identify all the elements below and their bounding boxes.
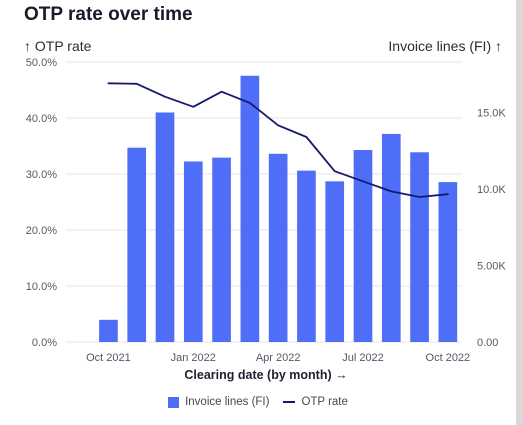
y-left-tick-label: 50.0% [26, 57, 57, 69]
legend-line-swatch [283, 401, 296, 403]
y-right-tick-label: 15.0K [477, 107, 506, 119]
invoice-lines-bar[interactable] [268, 153, 288, 342]
x-axis-title: Clearing date (by month) → [184, 368, 347, 382]
invoice-lines-bar[interactable] [99, 319, 118, 342]
legend-label-bars: Invoice lines (FI) [185, 396, 270, 408]
legend-item-line[interactable]: OTP rate [283, 396, 348, 408]
chart-plot: 0.0% 10.0% 20.0% 30.0% 40.0% 50.0% 0.00 5.00K 1… [26, 57, 507, 382]
y-right-tick-label: 10.0K [477, 184, 506, 196]
y-left-tick-label: 30.0% [26, 169, 57, 181]
invoice-lines-bar[interactable] [438, 182, 458, 342]
x-tick-label: Oct 2022 [426, 352, 471, 364]
y-right-tick-label: 5.00K [477, 260, 506, 272]
y-left-tick-label: 10.0% [26, 281, 57, 293]
invoice-lines-bar[interactable] [381, 133, 401, 342]
x-tick-label: Jul 2022 [342, 352, 384, 364]
otp-rate-line [107, 82, 449, 198]
legend-item-bars[interactable]: Invoice lines (FI) [168, 396, 269, 408]
y-left-tick-label: 20.0% [26, 225, 57, 237]
y-left-tick-label: 0.0% [32, 337, 57, 349]
invoice-lines-bar[interactable] [325, 181, 345, 342]
invoice-lines-bar[interactable] [410, 152, 429, 342]
x-ticks: Oct 2021 Jan 2022 Apr 2022 Jul 2022 Oct 2022 [86, 352, 470, 364]
right-axis-title: Invoice lines (FI) ↑ [388, 38, 502, 54]
grid-lines [66, 61, 462, 343]
legend: Invoice lines (FI) OTP rate [0, 396, 516, 408]
invoice-lines-bar[interactable] [297, 170, 316, 342]
invoice-lines-bar[interactable] [155, 112, 175, 342]
chart-title: OTP rate over time [24, 4, 193, 25]
left-axis-title: ↑ OTP rate [24, 38, 92, 54]
invoice-lines-bar[interactable] [212, 157, 231, 342]
left-y-ticks: 0.0% 10.0% 20.0% 30.0% 40.0% 50.0% [26, 57, 57, 349]
y-left-tick-label: 40.0% [26, 113, 57, 125]
x-tick-label: Apr 2022 [256, 352, 301, 364]
y-right-tick-label: 0.00 [477, 337, 498, 349]
x-tick-label: Jan 2022 [171, 352, 216, 364]
legend-label-line: OTP rate [301, 396, 348, 408]
x-tick-label: Oct 2021 [86, 352, 131, 364]
panel-edge [516, 0, 523, 425]
invoice-lines-bar[interactable] [127, 147, 147, 342]
invoice-lines-bar[interactable] [183, 161, 203, 342]
invoice-lines-bar[interactable] [240, 75, 260, 342]
right-y-ticks: 0.00 5.00K 10.0K 15.0K [477, 107, 506, 349]
legend-bar-swatch [168, 396, 180, 408]
invoice-lines-bar[interactable] [353, 149, 373, 342]
bar-series [99, 75, 458, 342]
